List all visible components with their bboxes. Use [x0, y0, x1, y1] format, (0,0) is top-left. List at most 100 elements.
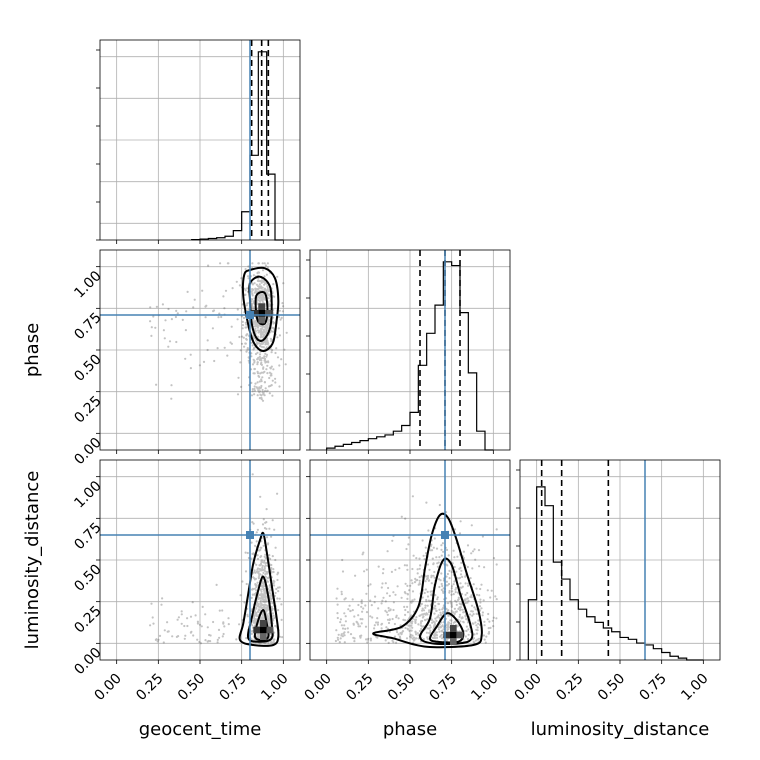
sample-point — [475, 628, 478, 631]
sample-point — [270, 597, 273, 600]
histogram-geocent_time — [191, 51, 284, 241]
sample-point — [251, 293, 254, 296]
sample-point — [261, 596, 264, 599]
sample-point — [261, 289, 264, 292]
sample-point — [414, 618, 417, 621]
sample-point — [260, 588, 263, 591]
sample-point — [421, 613, 424, 616]
sample-point — [376, 621, 380, 624]
sample-point — [450, 571, 453, 574]
sample-point — [253, 577, 256, 580]
sample-point — [410, 624, 413, 627]
sample-point — [267, 617, 270, 620]
sample-point — [257, 331, 260, 334]
sample-point — [259, 562, 263, 565]
sample-point — [262, 594, 265, 597]
sample-point — [373, 601, 376, 604]
sample-point — [270, 339, 273, 343]
sample-point — [391, 639, 394, 642]
sample-point — [446, 624, 449, 627]
sample-point — [168, 340, 172, 343]
sample-point — [272, 619, 275, 622]
sample-point — [243, 345, 246, 348]
sample-point — [246, 615, 249, 618]
sample-point — [341, 558, 344, 562]
sample-point — [254, 320, 257, 323]
sample-point — [246, 347, 249, 350]
sample-point — [256, 568, 259, 571]
sample-point — [394, 593, 397, 596]
sample-points — [149, 262, 288, 402]
sample-point — [270, 566, 273, 570]
sample-point — [419, 564, 422, 567]
sample-point — [411, 626, 414, 629]
sample-point — [262, 617, 265, 620]
sample-point — [157, 638, 160, 641]
sample-point — [376, 623, 379, 626]
sample-point — [184, 634, 187, 637]
sample-point — [260, 286, 263, 289]
sample-point — [272, 321, 276, 324]
sample-point — [253, 367, 256, 371]
sample-point — [414, 618, 418, 621]
sample-point — [344, 597, 347, 600]
sample-point — [264, 326, 267, 329]
sample-point — [259, 325, 262, 328]
sample-point — [244, 326, 247, 329]
sample-point — [270, 339, 273, 342]
sample-point — [434, 636, 437, 640]
sample-point — [260, 331, 263, 335]
sample-point — [263, 262, 266, 265]
sample-point — [274, 381, 277, 384]
sample-point — [420, 624, 423, 627]
sample-point — [246, 348, 249, 351]
sample-point — [251, 629, 254, 633]
sample-point — [470, 610, 473, 613]
sample-point — [458, 577, 461, 580]
sample-point — [455, 603, 458, 607]
sample-point — [266, 372, 269, 375]
sample-point — [257, 271, 260, 274]
sample-point — [265, 325, 268, 328]
sample-point — [263, 588, 266, 591]
sample-point — [357, 603, 360, 607]
sample-point — [277, 327, 280, 330]
sample-point — [261, 286, 264, 289]
sample-point — [167, 345, 170, 348]
sample-point — [417, 637, 420, 640]
sample-point — [263, 607, 266, 610]
sample-point — [265, 521, 268, 524]
sample-point — [450, 585, 454, 588]
sample-point — [213, 359, 216, 363]
sample-point — [250, 609, 253, 613]
sample-point — [436, 616, 439, 619]
sample-point — [262, 293, 265, 296]
sample-point — [387, 609, 391, 612]
sample-point — [282, 282, 285, 285]
sample-point — [265, 608, 269, 611]
sample-point — [257, 597, 260, 601]
sample-point — [258, 387, 261, 390]
sample-point — [254, 287, 257, 290]
sample-point — [264, 572, 268, 575]
sample-point — [485, 635, 488, 638]
sample-point — [259, 294, 262, 297]
sample-point — [253, 614, 257, 617]
sample-point — [425, 501, 428, 504]
sample-point — [262, 335, 265, 338]
sample-point — [265, 355, 268, 358]
sample-point — [426, 590, 429, 594]
sample-point — [260, 606, 263, 610]
sample-point — [264, 603, 267, 606]
sample-point — [223, 346, 226, 349]
sample-point — [161, 597, 164, 600]
sample-point — [265, 340, 268, 343]
sample-point — [271, 609, 274, 612]
sample-point — [223, 307, 226, 310]
sample-point — [273, 528, 276, 531]
sample-point — [263, 603, 266, 607]
sample-point — [261, 617, 264, 620]
sample-point — [253, 291, 256, 294]
sample-point — [254, 287, 257, 290]
sample-point — [250, 341, 253, 344]
